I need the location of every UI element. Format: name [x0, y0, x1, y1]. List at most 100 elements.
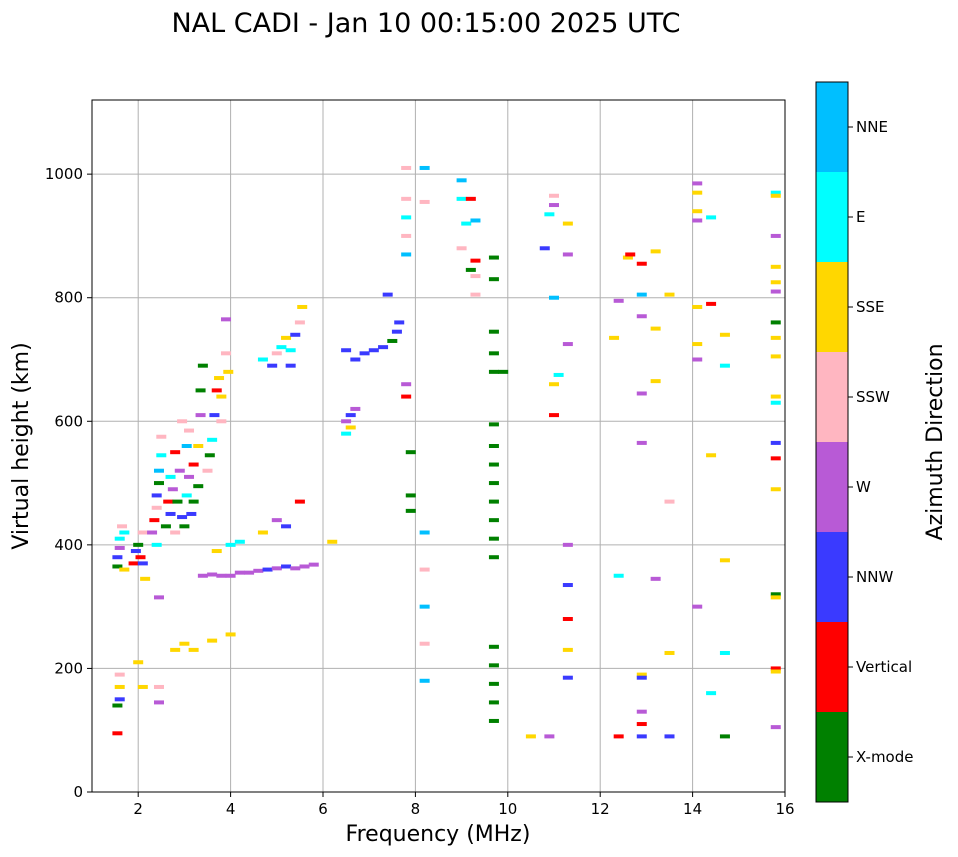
x-tick-label: 6 [318, 800, 328, 818]
data-point [488, 700, 499, 705]
data-point [405, 493, 416, 498]
data-point [174, 468, 185, 473]
data-point [636, 314, 647, 319]
data-point [165, 511, 176, 516]
colorbar-label: X-mode [856, 748, 913, 766]
data-point [285, 363, 296, 368]
data-point [290, 566, 301, 571]
data-point [234, 539, 245, 544]
x-tick-label: 2 [133, 800, 143, 818]
data-point [181, 444, 192, 448]
data-point [465, 196, 476, 201]
data-point [488, 663, 499, 668]
colorbar-label: SSE [856, 298, 885, 316]
data-point [368, 348, 379, 353]
data-point [184, 428, 195, 433]
data-point [177, 419, 188, 424]
data-point [770, 669, 781, 674]
data-point [539, 246, 550, 251]
data-point [770, 280, 781, 285]
data-point [350, 357, 361, 362]
data-point [419, 567, 430, 572]
data-point [281, 335, 292, 340]
data-point [706, 215, 717, 220]
y-tick-label: 0 [73, 783, 83, 801]
data-point [170, 530, 181, 535]
data-points [112, 165, 781, 739]
data-point [770, 487, 781, 492]
data-point [719, 363, 730, 368]
y-tick-label: 600 [54, 412, 83, 430]
data-point [253, 568, 264, 573]
data-point [151, 493, 162, 498]
data-point [119, 530, 130, 535]
y-tick-label: 400 [54, 536, 83, 554]
data-point [153, 684, 164, 689]
data-point [207, 638, 218, 643]
colorbar-title: Azimuth Direction [923, 343, 948, 540]
data-point [114, 672, 125, 677]
x-tick-label: 14 [683, 800, 702, 818]
data-point [216, 419, 227, 424]
data-point [112, 564, 123, 569]
data-point [692, 181, 703, 186]
data-point [151, 542, 162, 547]
data-point [156, 434, 167, 439]
colorbar-swatch [816, 172, 848, 262]
data-point [488, 681, 499, 686]
data-point [345, 425, 356, 430]
data-point [470, 258, 481, 263]
data-point [692, 357, 703, 362]
data-point [188, 647, 199, 652]
data-point [165, 474, 176, 479]
data-point [387, 338, 398, 343]
data-point [770, 354, 781, 359]
data-point [128, 561, 139, 566]
data-point [488, 255, 499, 260]
data-point [179, 524, 190, 529]
y-tick-label: 200 [54, 659, 83, 677]
data-point [488, 718, 499, 723]
data-point [193, 484, 204, 489]
data-point [211, 388, 222, 393]
data-point [378, 345, 389, 350]
data-point [625, 252, 636, 257]
data-point [770, 400, 781, 405]
data-point [401, 196, 412, 201]
data-point [562, 675, 573, 680]
data-point [692, 209, 703, 214]
data-point [401, 252, 412, 257]
data-point [401, 233, 412, 238]
data-point [271, 566, 282, 571]
data-point [770, 289, 781, 294]
data-point [549, 203, 559, 208]
x-axis-ticks: 2 4 6 8 10 12 14 16 [133, 792, 795, 818]
data-point [297, 304, 308, 309]
data-point [195, 388, 206, 393]
data-point [197, 573, 208, 578]
data-point [267, 363, 278, 368]
data-point [188, 462, 199, 467]
chart-title: NAL CADI - Jan 10 00:15:00 2025 UTC [171, 8, 680, 39]
colorbar-label: Vertical [856, 658, 912, 676]
data-point [137, 530, 148, 535]
colorbar-label: W [856, 478, 871, 496]
x-tick-label: 10 [498, 800, 517, 818]
data-point [167, 487, 178, 492]
data-point [234, 570, 245, 575]
data-point [153, 595, 164, 600]
data-point [622, 255, 633, 260]
data-point [345, 413, 356, 418]
data-point [299, 564, 310, 569]
colorbar-swatch [816, 262, 848, 352]
data-point [664, 292, 675, 297]
data-point [770, 592, 781, 597]
data-point [461, 221, 472, 226]
data-point [401, 394, 412, 399]
x-tick-label: 8 [411, 800, 421, 818]
data-point [613, 298, 624, 303]
data-point [549, 295, 559, 300]
data-point [562, 647, 573, 652]
data-point [244, 570, 255, 575]
data-point [419, 604, 430, 609]
